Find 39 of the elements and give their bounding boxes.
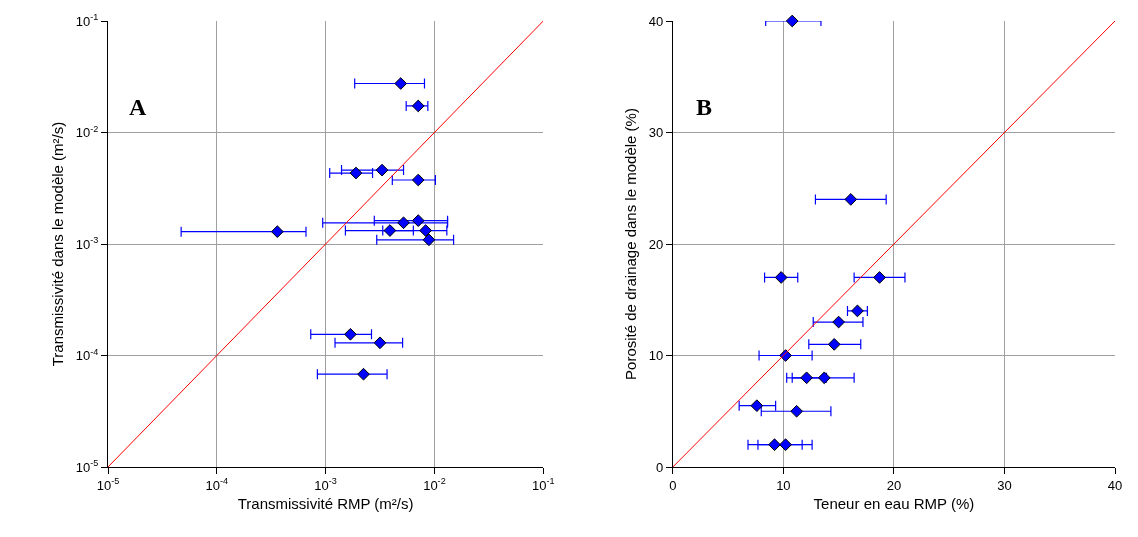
y-tick-label: 40 (648, 13, 664, 29)
point (827, 338, 841, 351)
x-axis-title: Teneur en eau RMP (%) (813, 494, 975, 512)
x-tick-label: 10$^{-5}$ (96, 476, 120, 493)
x-tick-label: 20 (886, 477, 902, 493)
point (851, 304, 864, 318)
point (873, 271, 886, 284)
y-tick-label: 10$^{-1}$ (75, 12, 99, 29)
y-tick-label: 10$^{-3}$ (75, 235, 99, 252)
x-tick-label: 10 (776, 477, 791, 493)
y-axis-title: Transmissivité dans le modèle (m²/s) (49, 121, 67, 367)
y-tick-label: 30 (648, 125, 664, 141)
point (774, 271, 788, 284)
point (817, 371, 831, 385)
y-tick-label: 20 (648, 236, 664, 252)
point (790, 404, 803, 418)
x-tick-label: 10$^{-4}$ (205, 476, 229, 493)
point (800, 371, 813, 385)
x-tick-label: 30 (997, 477, 1012, 493)
annotation: A (129, 94, 147, 120)
x-tick-label: 0 (669, 477, 677, 493)
annotation: B (696, 94, 713, 120)
y-tick-label: 10 (648, 348, 664, 364)
point (750, 399, 764, 413)
x-tick-label: 10$^{-3}$ (314, 476, 337, 493)
x-tick-label: 10$^{-2}$ (423, 476, 446, 493)
x-axis-title: Transmissivité RMP (m²/s) (237, 494, 414, 512)
y-tick-label: 10$^{-5}$ (75, 458, 99, 475)
y-axis-title: Porosité de drainage dans le modèle (%) (622, 108, 640, 380)
y-tick-label: 10$^{-2}$ (75, 123, 99, 141)
y-tick-label: 0 (656, 459, 664, 475)
point (785, 14, 799, 28)
y-tick-label: 10$^{-4}$ (75, 346, 99, 364)
x-tick-label: 10$^{-1}$ (531, 476, 555, 493)
point (779, 438, 792, 452)
x-tick-label: 40 (1107, 477, 1123, 493)
point (768, 438, 781, 452)
point (844, 193, 858, 206)
point (832, 315, 845, 329)
